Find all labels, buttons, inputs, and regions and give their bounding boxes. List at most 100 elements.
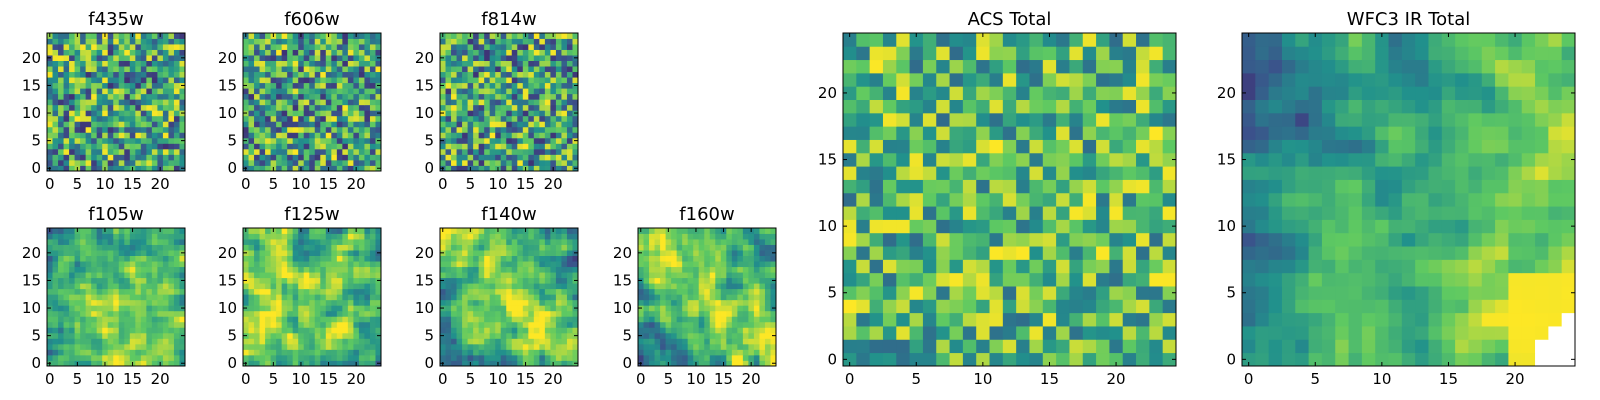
heatmap-cell (309, 261, 316, 268)
heatmap-cell (704, 255, 711, 262)
heatmap-cell (336, 343, 343, 350)
heatmap-cell (517, 71, 524, 78)
heatmap-cell (254, 294, 260, 301)
heatmap-cell (342, 360, 349, 367)
heatmap-cell (151, 104, 158, 111)
heatmap-cell (869, 326, 884, 340)
heatmap-cell (528, 272, 535, 279)
heatmap-cell (511, 154, 518, 161)
heatmap-cell (91, 154, 98, 161)
heatmap-cell (331, 233, 338, 240)
heatmap-cell (440, 288, 446, 295)
heatmap-cell (162, 272, 169, 279)
heatmap-cell (91, 137, 98, 144)
heatmap-cell (517, 159, 524, 166)
heatmap-cell (129, 104, 136, 111)
heatmap-cell (473, 38, 480, 45)
heatmap-cell (85, 71, 92, 78)
heatmap-cell (259, 148, 266, 155)
heatmap-cell (550, 110, 557, 117)
heatmap-cell (682, 272, 689, 279)
heatmap-cell (331, 283, 338, 290)
heatmap-cell (440, 266, 446, 273)
heatmap-cell (320, 154, 327, 161)
heatmap-cell (704, 228, 711, 234)
heatmap-cell (473, 228, 480, 234)
heatmap-cell (107, 82, 114, 89)
heatmap-cell (533, 38, 540, 45)
heatmap-cell (484, 71, 491, 78)
heatmap-cell (325, 148, 332, 155)
heatmap-cell (654, 239, 661, 245)
heatmap-cell (265, 332, 271, 339)
heatmap-cell (276, 38, 283, 45)
heatmap-cell (124, 44, 131, 50)
heatmap-cell (325, 44, 332, 50)
heatmap-cell (566, 255, 573, 262)
heatmap-cell (1122, 299, 1137, 314)
heatmap-cell (544, 159, 551, 166)
heatmap-cell (69, 272, 75, 279)
heatmap-cell (869, 232, 884, 247)
heatmap-cell (298, 338, 305, 345)
axes-frame (46, 227, 186, 367)
heatmap-cell (533, 338, 540, 345)
heatmap-cell (759, 327, 766, 334)
heatmap-cell (63, 110, 70, 117)
heatmap-cell (473, 49, 480, 56)
heatmap-cell (270, 77, 277, 84)
heatmap-cell (364, 148, 371, 155)
heatmap-cell (500, 33, 507, 39)
heatmap-cell (489, 255, 496, 262)
heatmap-cell (85, 143, 92, 150)
heatmap-cell (314, 272, 321, 279)
heatmap-cell (124, 327, 131, 334)
heatmap-cell (544, 239, 551, 245)
heatmap-cell (168, 88, 175, 95)
heatmap-cell (561, 154, 568, 161)
heatmap-cell (484, 159, 491, 166)
heatmap-cell (85, 266, 92, 273)
heatmap-cell (118, 283, 125, 290)
heatmap-cell (309, 277, 316, 284)
heatmap-cell (47, 99, 53, 106)
heatmap-cell (107, 349, 114, 356)
heatmap-cell (533, 266, 540, 273)
heatmap-cell (698, 360, 705, 367)
heatmap-cell (281, 38, 288, 45)
heatmap-cell (314, 266, 321, 273)
heatmap-cell (949, 259, 964, 274)
heatmap-cell (140, 228, 147, 234)
heatmap-cell (550, 321, 557, 328)
heatmap-cell (276, 299, 283, 306)
heatmap-cell (298, 244, 305, 251)
heatmap-cell (550, 55, 557, 61)
heatmap-cell (1096, 206, 1110, 220)
heatmap-cell (342, 294, 349, 301)
heatmap-cell (922, 152, 937, 167)
heatmap-cell (489, 165, 496, 172)
heatmap-cell (254, 272, 260, 279)
panel-title: f606w (284, 9, 339, 30)
heatmap-cell (478, 360, 485, 367)
heatmap-cell (342, 148, 349, 155)
heatmap-cell (309, 143, 316, 150)
heatmap-cell (489, 332, 496, 339)
heatmap-cell (146, 154, 153, 161)
heatmap-cell (753, 343, 760, 350)
heatmap-cell (720, 261, 727, 268)
heatmap-cell (102, 49, 109, 56)
heatmap-cell (720, 277, 727, 284)
heatmap-cell (80, 299, 87, 306)
heatmap-cell (1002, 152, 1017, 167)
heatmap-cell (179, 316, 186, 323)
heatmap-cell (467, 316, 474, 323)
heatmap-cell (135, 266, 142, 273)
heatmap-cell (91, 121, 98, 128)
heatmap-cell (489, 110, 496, 117)
heatmap-cell (331, 294, 338, 301)
heatmap-cell (364, 44, 371, 50)
heatmap-cell (709, 310, 716, 317)
heatmap-cell (287, 110, 294, 117)
heatmap-cell (643, 294, 650, 301)
